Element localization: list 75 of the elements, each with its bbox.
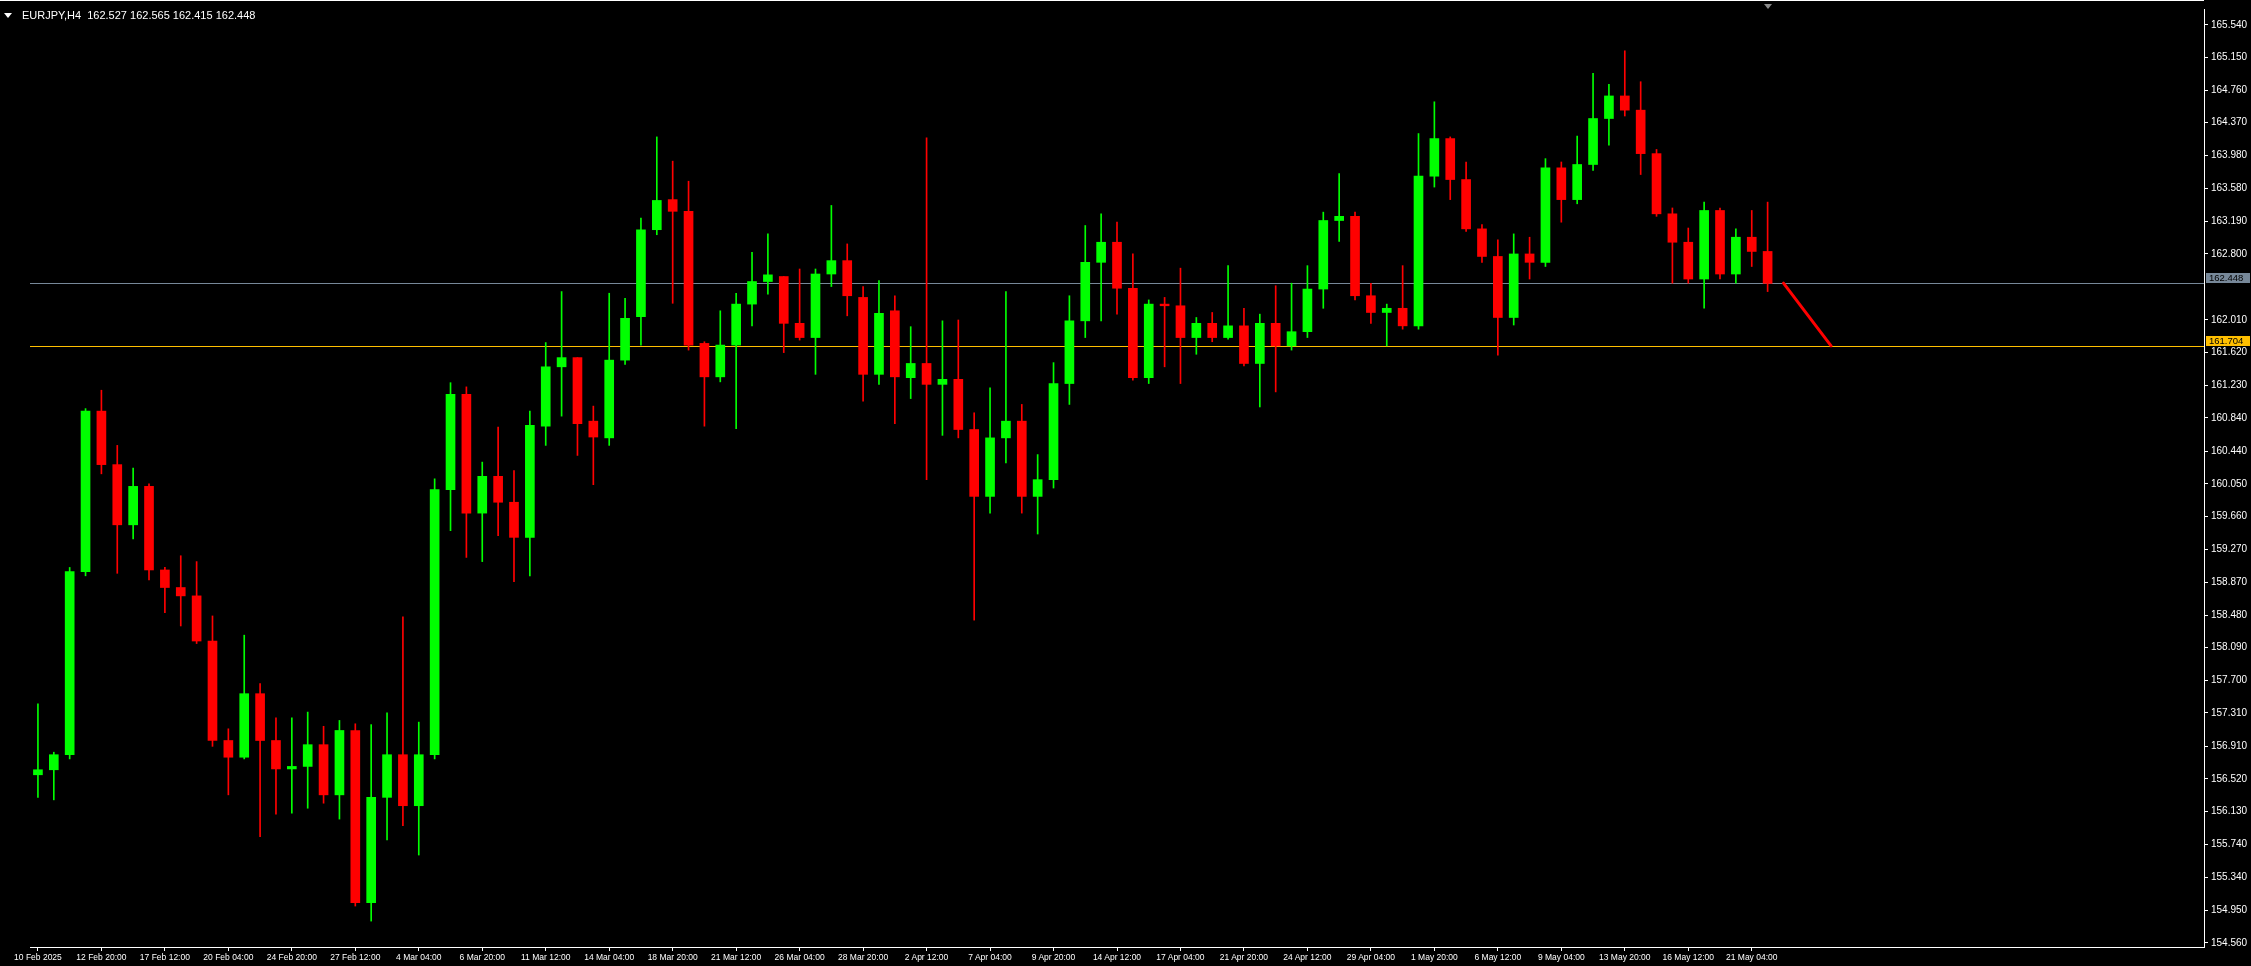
y-tick-label: 164.760 xyxy=(2211,83,2248,95)
candlestick xyxy=(763,233,773,295)
x-tick-label: 20 Feb 04:00 xyxy=(203,952,254,963)
chart-title: EURJPY,H4 162.527 162.565 162.415 162.448 xyxy=(22,9,256,21)
x-tick-label: 9 Apr 20:00 xyxy=(1031,952,1076,963)
y-tick-label: 161.620 xyxy=(2211,346,2248,358)
x-tick-label: 26 Mar 04:00 xyxy=(774,952,825,963)
y-tick-label: 159.270 xyxy=(2211,542,2248,554)
y-tick-label: 160.050 xyxy=(2211,477,2248,489)
x-tick-label: 29 Apr 04:00 xyxy=(1346,952,1396,963)
x-tick-label: 21 Apr 20:00 xyxy=(1219,952,1269,963)
candlestick xyxy=(1381,303,1392,347)
x-tick-label: 1 May 20:00 xyxy=(1410,952,1459,963)
y-tick-label: 161.230 xyxy=(2211,378,2248,390)
y-tick-label: 156.130 xyxy=(2211,805,2248,817)
y-tick-label: 158.480 xyxy=(2211,608,2248,620)
candlestick xyxy=(398,616,408,827)
x-tick-label: 17 Apr 04:00 xyxy=(1156,952,1205,963)
candlestick xyxy=(1096,213,1106,322)
y-tick-label: 159.660 xyxy=(2211,510,2248,522)
x-tick-label: 18 Mar 20:00 xyxy=(647,952,698,963)
candlestick xyxy=(1223,265,1233,340)
x-tick-label: 16 May 12:00 xyxy=(1662,952,1715,963)
x-tick-label: 14 Apr 12:00 xyxy=(1092,952,1142,963)
candlestick xyxy=(905,326,916,399)
x-tick-label: 10 Feb 2025 xyxy=(14,952,63,963)
x-tick-label: 7 Apr 04:00 xyxy=(968,952,1013,963)
x-tick-label: 24 Apr 12:00 xyxy=(1283,952,1332,963)
x-tick-label: 21 May 04:00 xyxy=(1725,952,1778,963)
y-tick-label: 162.010 xyxy=(2211,313,2248,325)
candlestick xyxy=(493,426,503,537)
y-tick-label: 156.910 xyxy=(2211,740,2248,752)
candlestick xyxy=(287,717,297,814)
y-tick-label: 158.870 xyxy=(2211,576,2248,588)
y-tick-label: 160.440 xyxy=(2211,445,2248,456)
candlestick xyxy=(1001,291,1011,464)
y-tick-label: 158.090 xyxy=(2211,641,2248,653)
y-tick-label: 163.980 xyxy=(2211,149,2248,161)
y-tick-label: 162.800 xyxy=(2211,247,2248,259)
y-tick-label: 163.190 xyxy=(2211,215,2248,227)
x-tick-label: 17 Feb 12:00 xyxy=(139,952,191,963)
y-tick-label: 160.840 xyxy=(2211,411,2248,423)
x-tick-label: 9 May 04:00 xyxy=(1537,952,1585,963)
candlestick xyxy=(1270,285,1281,393)
ref-line-label: 162.448 xyxy=(2209,271,2244,283)
candlestick xyxy=(175,555,186,627)
candlestick xyxy=(1619,50,1630,117)
y-tick-label: 164.370 xyxy=(2211,116,2248,128)
candlestick xyxy=(33,703,43,798)
x-tick-label: 6 May 12:00 xyxy=(1474,952,1522,963)
y-tick-label: 165.540 xyxy=(2211,18,2248,30)
candlestick xyxy=(302,711,313,809)
x-tick-label: 28 Mar 20:00 xyxy=(838,952,889,963)
x-tick-label: 11 Mar 12:00 xyxy=(521,952,571,963)
candlestick xyxy=(667,160,678,304)
ref-line-label: 161.704 xyxy=(2209,334,2244,346)
x-tick-label: 4 Mar 04:00 xyxy=(396,952,442,963)
x-tick-label: 6 Mar 20:00 xyxy=(459,952,506,963)
y-tick-label: 163.580 xyxy=(2211,182,2248,194)
x-tick-label: 13 May 20:00 xyxy=(1599,952,1651,963)
y-tick-label: 155.340 xyxy=(2211,871,2248,883)
y-tick-label: 156.520 xyxy=(2211,772,2248,784)
x-tick-label: 12 Feb 20:00 xyxy=(76,952,127,963)
x-tick-label: 27 Feb 12:00 xyxy=(330,952,381,963)
y-tick-label: 157.700 xyxy=(2211,674,2248,686)
y-tick-label: 165.150 xyxy=(2211,51,2248,63)
y-tick-label: 155.740 xyxy=(2211,837,2248,849)
y-tick-label: 154.560 xyxy=(2211,936,2248,948)
y-tick-label: 154.950 xyxy=(2211,903,2248,915)
x-tick-label: 14 Mar 04:00 xyxy=(584,952,635,963)
y-tick-label: 157.310 xyxy=(2211,706,2248,718)
x-tick-label: 24 Feb 20:00 xyxy=(266,952,318,963)
candlestick xyxy=(1334,173,1344,242)
x-tick-label: 2 Apr 12:00 xyxy=(904,952,949,963)
x-tick-label: 21 Mar 12:00 xyxy=(711,952,762,963)
